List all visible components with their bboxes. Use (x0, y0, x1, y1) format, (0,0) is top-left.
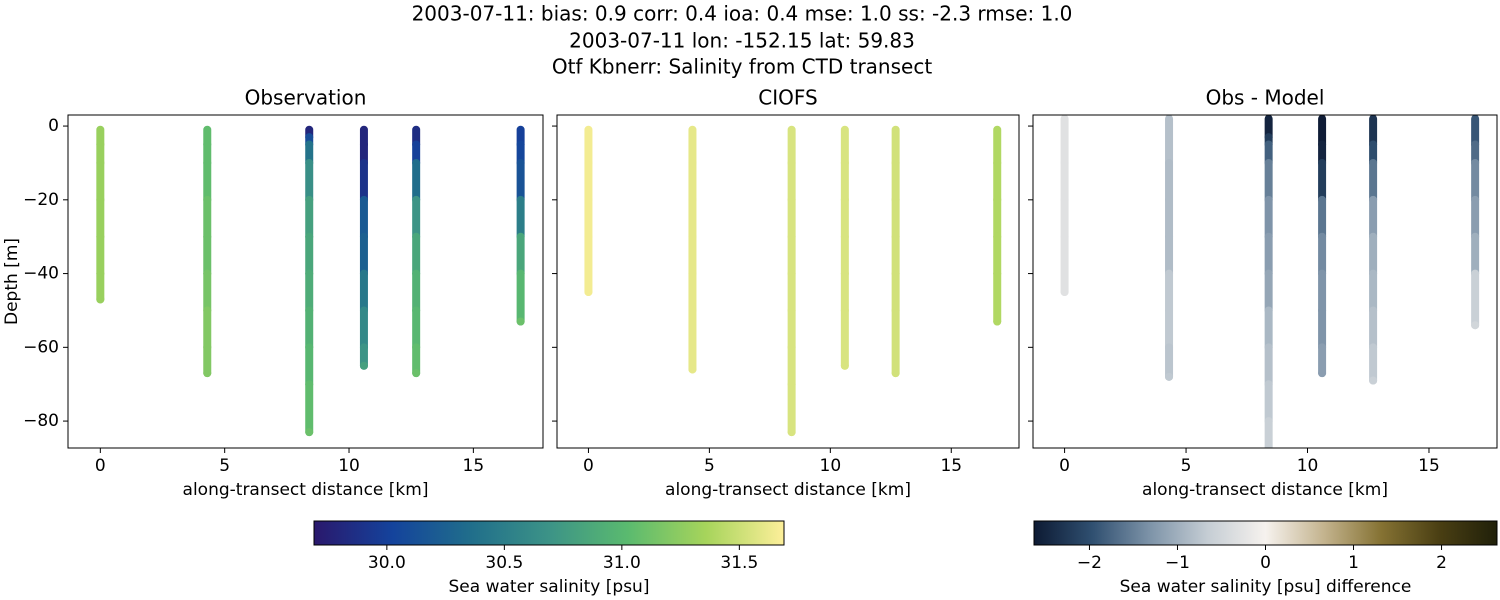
y-tick-label: −80 (23, 411, 59, 431)
x-tick-label: 15 (463, 456, 485, 476)
x-axis-label: along-transect distance [km] (665, 480, 911, 500)
y-tick-label: −40 (23, 264, 59, 284)
x-tick-label: 0 (95, 456, 106, 476)
colorbar-tick-label: 30.0 (368, 553, 406, 573)
points (1060, 115, 1480, 448)
suptitle: 2003-07-11: bias: 0.9 corr: 0.4 ioa: 0.4… (412, 2, 1073, 26)
x-tick-label: 10 (338, 456, 360, 476)
x-tick-label: 0 (1059, 456, 1070, 476)
colorbar (313, 520, 785, 546)
axes-frame (1032, 114, 1498, 449)
x-tick-label: 15 (1418, 456, 1440, 476)
axes-frame (556, 114, 1020, 449)
x-tick-label: 5 (219, 456, 230, 476)
colorbar-tick-label: −2 (1077, 553, 1102, 573)
points (96, 125, 525, 437)
x-axis-label: along-transect distance [km] (183, 480, 429, 500)
x-tick-label: 10 (1297, 456, 1319, 476)
panel-title: CIOFS (758, 86, 817, 110)
points (584, 125, 1002, 437)
axes-frame (67, 114, 544, 449)
colorbar-tick-label: 30.5 (485, 553, 523, 573)
y-tick-label: −60 (23, 337, 59, 357)
colorbar (1033, 520, 1498, 546)
colorbar-tick-label: 1 (1348, 553, 1359, 573)
suptitle: Otf Kbnerr: Salinity from CTD transect (552, 55, 933, 79)
x-tick-label: 0 (583, 456, 594, 476)
x-tick-label: 5 (1181, 456, 1192, 476)
y-tick-label: −20 (23, 190, 59, 210)
y-tick-label: 0 (48, 116, 59, 136)
colorbar-tick-label: 31.5 (720, 553, 758, 573)
colorbar-label: Sea water salinity [psu] (449, 577, 650, 597)
x-tick-label: 5 (704, 456, 715, 476)
x-axis-label: along-transect distance [km] (1142, 480, 1388, 500)
suptitle: 2003-07-11 lon: -152.15 lat: 59.83 (569, 29, 915, 53)
colorbar-tick-label: 0 (1260, 553, 1271, 573)
colorbar-tick-label: 2 (1436, 553, 1447, 573)
x-tick-label: 15 (940, 456, 962, 476)
panel-title: Observation (245, 86, 367, 110)
x-tick-label: 10 (820, 456, 842, 476)
colorbar-tick-label: −1 (1165, 553, 1190, 573)
colorbar-label: Sea water salinity [psu] difference (1120, 577, 1412, 597)
panel-title: Obs - Model (1206, 86, 1325, 110)
y-axis-label: Depth [m] (2, 238, 22, 325)
colorbar-tick-label: 31.0 (603, 553, 641, 573)
